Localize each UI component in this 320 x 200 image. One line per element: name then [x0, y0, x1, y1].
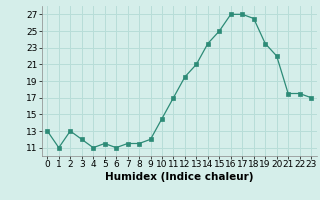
X-axis label: Humidex (Indice chaleur): Humidex (Indice chaleur)	[105, 172, 253, 182]
